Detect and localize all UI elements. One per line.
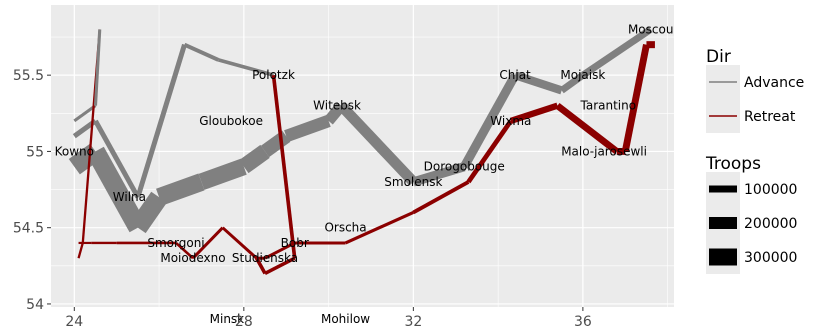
- advance-segment: [130, 191, 167, 234]
- advance-segment: [156, 173, 205, 206]
- advance-segment: [284, 115, 331, 143]
- city-label: Smolensk: [384, 175, 442, 189]
- advance-segment: [580, 26, 653, 79]
- city-label: Dorogobouge: [424, 160, 505, 174]
- advance-segment: [513, 71, 563, 95]
- legend-troops-label: 300000: [744, 250, 797, 266]
- city-label: Kowno: [55, 144, 94, 158]
- city-label: Wilna: [113, 190, 146, 204]
- advance-segment: [87, 146, 147, 233]
- y-tick-label: 55: [26, 144, 44, 160]
- legend-retreat-label: Retreat: [744, 109, 796, 125]
- retreat-segment: [621, 43, 650, 153]
- y-tick-label: 55.5: [13, 68, 44, 84]
- advance-segment: [183, 42, 220, 62]
- legend: Dir Advance Retreat Troops 100000 200000 30000…: [705, 47, 804, 274]
- retreat-segment: [412, 180, 470, 215]
- legend-troops-label: 200000: [744, 216, 797, 232]
- city-label: Orscha: [324, 221, 366, 235]
- x-tick-label: 36: [574, 314, 592, 330]
- retreat-segment: [255, 257, 267, 275]
- legend-dir-title: Dir: [706, 47, 731, 67]
- legend-advance-label: Advance: [744, 75, 804, 91]
- city-label: Witebsk: [313, 99, 361, 113]
- advance-segment: [93, 119, 141, 199]
- advance-segment: [93, 29, 102, 106]
- city-label: Bobr: [281, 236, 309, 250]
- city-label: Moscou: [628, 22, 674, 36]
- city-label: Moiodexno: [160, 251, 225, 265]
- city-label: Tarantino: [580, 99, 637, 113]
- city-label: Mohilow: [321, 312, 370, 326]
- city-label: Mojaisk: [560, 68, 605, 82]
- city-label: Gloubokoe: [199, 114, 263, 128]
- advance-segment: [559, 72, 585, 94]
- plot-panel: [51, 5, 674, 307]
- advance-segment: [135, 43, 187, 198]
- retreat-segment: [264, 256, 296, 276]
- city-label: Wixma: [490, 114, 531, 128]
- retreat-segment: [175, 241, 194, 260]
- retreat-segment: [191, 226, 224, 260]
- advance-segment: [198, 158, 247, 190]
- retreat-segment: [264, 241, 296, 260]
- advance-segment: [73, 104, 97, 123]
- x-tick-label: 24: [65, 314, 83, 330]
- city-label: Malo-jarosewli: [561, 144, 647, 158]
- retreat-segment: [555, 102, 619, 155]
- city-label: Chjat: [499, 68, 531, 82]
- retreat-segment: [77, 242, 84, 259]
- city-label: Smorgoni: [147, 236, 204, 250]
- x-tick-label: 32: [404, 314, 422, 330]
- grid-major: [51, 5, 674, 307]
- retreat-segment: [271, 74, 297, 259]
- x-tick-label: 28: [235, 314, 253, 330]
- legend-troops-label: 100000: [744, 182, 797, 198]
- retreat-segment: [221, 226, 258, 260]
- route-paths: [68, 26, 655, 276]
- advance-segment: [460, 72, 520, 169]
- retreat-segment: [344, 210, 415, 245]
- retreat-segment: [466, 119, 513, 184]
- city-label: Minsk: [210, 312, 245, 326]
- advance-segment: [239, 144, 270, 174]
- y-axis: 54 54.5 55 55.5: [13, 68, 51, 313]
- advance-segment: [217, 58, 274, 77]
- y-tick-label: 54: [26, 297, 44, 313]
- city-label: Polotzk: [252, 68, 295, 82]
- legend-troops-title: Troops: [705, 154, 761, 174]
- retreat-segment: [509, 102, 559, 124]
- y-tick-label: 54.5: [13, 221, 44, 237]
- advance-segment: [337, 101, 418, 186]
- x-axis: 24 28 32 36: [65, 307, 592, 330]
- city-label: Studienska: [232, 251, 298, 265]
- advance-segment: [412, 162, 466, 187]
